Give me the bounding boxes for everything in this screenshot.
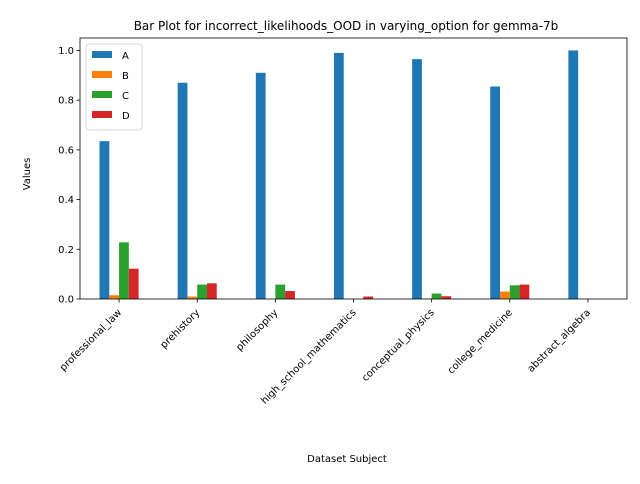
y-tick-label: 0.2 <box>58 245 74 256</box>
x-tick-label: professional_law <box>58 307 124 373</box>
bar-D-professional_law <box>128 268 139 299</box>
y-axis-label: Values <box>22 158 33 191</box>
bar-A-prehistory <box>177 82 188 300</box>
bar-A-professional_law <box>99 141 110 299</box>
legend-label-A: A <box>122 51 129 62</box>
bar-A-high_school_mathematics <box>333 52 344 299</box>
x-tick-label: philosophy <box>234 307 280 353</box>
y-tick-label: 0.8 <box>58 96 74 107</box>
bar-B-professional_law <box>109 295 120 299</box>
legend-label-D: D <box>122 111 130 122</box>
x-tick-label: college_medicine <box>446 307 515 376</box>
y-tick-label: 1.0 <box>58 46 74 57</box>
legend-label-B: B <box>122 71 129 82</box>
x-tick-label: high_school_mathematics <box>259 307 358 406</box>
bar-D-prehistory <box>206 283 217 299</box>
bar-D-college_medicine <box>519 284 530 299</box>
legend-label-C: C <box>122 91 129 102</box>
bar-D-conceptual_physics <box>441 296 452 299</box>
bar-A-philosophy <box>255 72 266 299</box>
legend-swatch-A <box>92 51 112 58</box>
bar-C-professional_law <box>119 242 129 299</box>
bar-A-abstract_algebra <box>568 50 579 300</box>
x-axis-label: Dataset Subject <box>307 454 387 465</box>
chart-title: Bar Plot for incorrect_likelihoods_OOD i… <box>134 19 559 33</box>
legend-swatch-C <box>92 91 112 98</box>
x-tick-label: prehistory <box>159 307 203 351</box>
y-tick-label: 0.0 <box>58 295 74 306</box>
plot-area: 0.0 0.2 0.4 0.6 0.8 1.0 professional_law prehis… <box>58 37 628 407</box>
legend-swatch-D <box>92 111 112 118</box>
bar-A-college_medicine <box>490 86 501 299</box>
bar-C-philosophy <box>275 284 286 299</box>
bar-C-college_medicine <box>509 285 520 299</box>
bar-D-philosophy <box>285 291 295 299</box>
y-tick-label: 0.4 <box>58 195 74 206</box>
bar-D-high_school_mathematics <box>363 296 374 299</box>
bar-A-conceptual_physics <box>412 59 422 299</box>
legend-swatch-B <box>92 71 112 78</box>
bar-B-prehistory <box>187 296 198 299</box>
y-tick-label: 0.6 <box>58 145 74 156</box>
legend-box <box>85 43 143 131</box>
axes-frame <box>79 37 628 300</box>
bar-C-conceptual_physics <box>431 293 442 299</box>
x-tick-label: conceptual_physics <box>360 307 437 384</box>
bar-B-college_medicine <box>500 291 510 299</box>
x-tick-label: abstract_algebra <box>526 307 593 374</box>
bar-C-prehistory <box>197 284 207 299</box>
